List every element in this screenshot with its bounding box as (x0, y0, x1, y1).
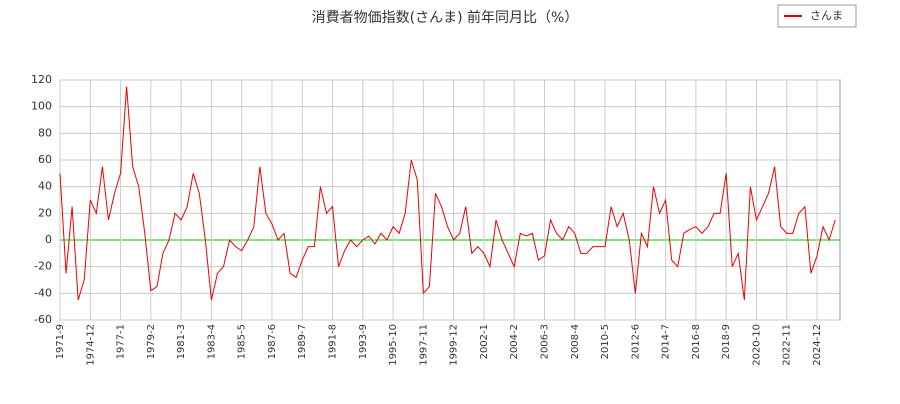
x-tick-label: 1971-9 (55, 324, 66, 359)
x-tick-label: 1989-7 (297, 324, 308, 359)
x-tick-label: 1999-12 (449, 324, 460, 366)
x-tick-label: 2014-7 (661, 324, 672, 359)
y-tick-label: 40 (38, 180, 52, 193)
legend-box (777, 4, 857, 28)
x-tick-label: 1985-5 (237, 324, 248, 359)
y-tick-label: -40 (34, 286, 52, 299)
x-tick-label: 1993-9 (358, 324, 369, 359)
x-tick-label: 2008-4 (570, 324, 581, 359)
x-tick-label: 2006-3 (539, 324, 550, 359)
y-tick-label: 60 (38, 153, 52, 166)
x-tick-label: 1981-3 (176, 324, 187, 359)
x-tick-label: 2020-10 (751, 324, 762, 366)
x-tick-label: 1987-6 (267, 324, 278, 359)
chart-title: 消費者物価指数(さんま) 前年同月比（%） (312, 9, 579, 26)
x-tick-label: 2004-2 (509, 324, 520, 359)
y-tick-label: 100 (31, 100, 52, 113)
x-tick-label: 2024-12 (812, 324, 823, 366)
x-tick-label: 2016-8 (691, 324, 702, 359)
data-line (59, 86, 836, 301)
x-tick-label: 1977-1 (116, 324, 127, 359)
x-tick-label: 2018-9 (721, 324, 732, 359)
x-tick-label: 1995-10 (388, 324, 399, 366)
y-tick-label: -20 (34, 260, 52, 273)
y-tick-label: 0 (45, 233, 52, 246)
y-tick-label: 80 (38, 126, 52, 139)
x-tick-label: 2012-6 (630, 324, 641, 359)
y-tick-label: 20 (38, 206, 52, 219)
x-tick-label: 2022-11 (782, 324, 793, 366)
x-tick-label: 2010-5 (600, 324, 611, 359)
x-tick-label: 1997-11 (418, 324, 429, 366)
x-tick-label: 1991-8 (328, 324, 339, 359)
legend-label: さんま (810, 9, 843, 22)
x-tick-label: 2002-1 (479, 324, 490, 359)
x-tick-label: 1979-2 (146, 324, 157, 359)
x-tick-label: 1983-4 (206, 324, 217, 359)
y-tick-label: -60 (34, 313, 52, 326)
y-tick-label: 120 (31, 73, 52, 86)
x-tick-label: 1974-12 (85, 324, 96, 366)
